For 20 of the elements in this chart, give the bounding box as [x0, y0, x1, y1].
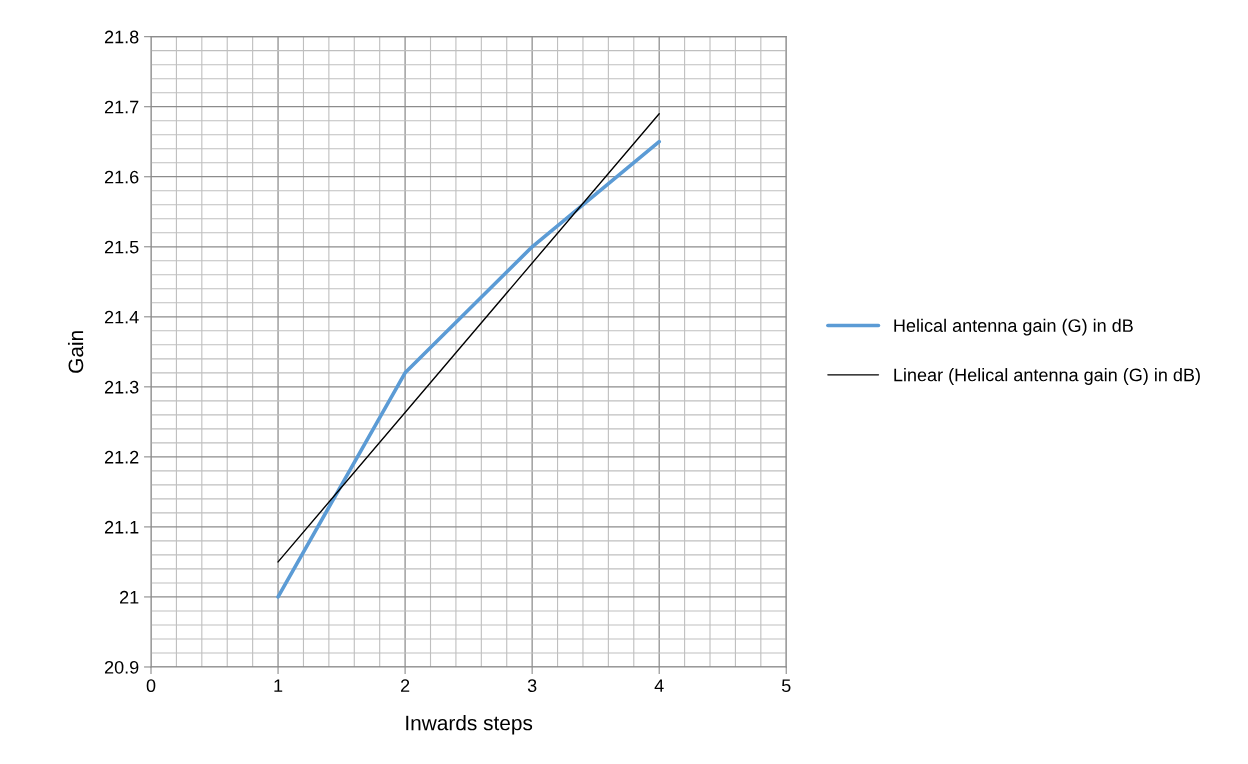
x-tick-label: 1 — [274, 679, 283, 692]
y-tick-label: 21.5 — [104, 240, 139, 254]
x-tick-label: 2 — [400, 679, 410, 692]
legend-label: Helical antenna gain (G) in dB — [894, 318, 1133, 336]
x-tick-label: 5 — [781, 679, 791, 693]
legend-label: Linear (Helical antenna gain (G) in dB) — [894, 368, 1200, 385]
y-tick-label: 21.2 — [104, 450, 139, 464]
x-axis-title: Inwards steps — [406, 715, 533, 735]
y-tick-label: 21.4 — [104, 310, 139, 324]
y-tick-label: 21.1 — [104, 520, 139, 534]
x-tick-label: 0 — [146, 679, 156, 693]
y-tick-label: 21.3 — [104, 380, 139, 394]
y-tick-label: 21.6 — [104, 170, 139, 184]
y-axis-title: Gain — [67, 331, 84, 373]
y-tick-label: 21 — [120, 590, 139, 604]
x-tick-label: 4 — [654, 679, 664, 692]
y-tick-label: 21.8 — [104, 30, 139, 44]
y-tick-label: 21.7 — [104, 100, 139, 114]
x-tick-label: 3 — [527, 679, 537, 693]
y-tick-label: 20.9 — [104, 660, 139, 674]
